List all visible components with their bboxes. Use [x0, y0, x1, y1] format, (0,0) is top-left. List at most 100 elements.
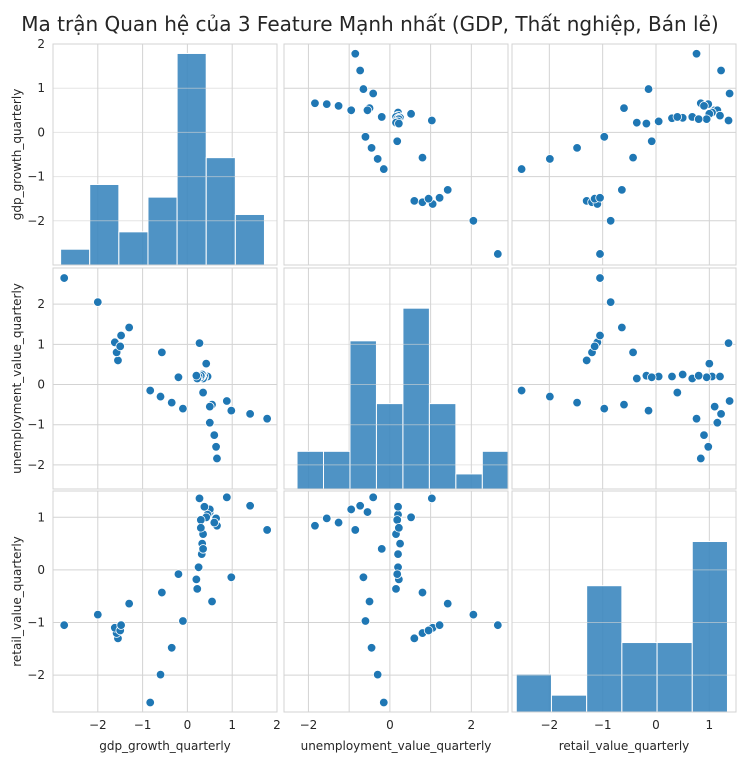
scatter-point [493, 249, 503, 259]
scatter-point [724, 88, 735, 99]
scatter-point [124, 598, 134, 609]
x-axis-label: gdp_growth_quarterly [99, 739, 231, 753]
scatter-point [605, 216, 616, 226]
scatter-point [672, 112, 683, 122]
x-tick-label: 2 [273, 718, 281, 732]
histogram-bar [691, 541, 728, 713]
scatter-point [701, 372, 712, 382]
scatter-point [362, 105, 373, 116]
scatter-point [322, 513, 332, 524]
scatter-point [516, 164, 527, 174]
scatter-point [392, 136, 402, 146]
scatter-point [358, 84, 369, 94]
scatter-point [245, 501, 255, 511]
scatter-point [322, 99, 332, 109]
y-tick-label: 0 [37, 563, 45, 577]
scatter-point [205, 401, 215, 412]
scatter-point [360, 132, 371, 142]
scatter-point [712, 418, 723, 428]
panel-unemp-vs-unemp [283, 267, 510, 490]
scatter-point [628, 347, 638, 358]
scatter-point [724, 396, 735, 406]
scatter-point [703, 442, 713, 452]
y-axis-label: retail_value_quarterly [10, 536, 24, 667]
scatter-point [667, 371, 677, 382]
scatter-point [226, 405, 237, 416]
scatter-point [116, 330, 126, 341]
scatter-point [346, 504, 356, 515]
scatter-point [333, 101, 344, 111]
axis-labels: −2−1012gdp_growth_quarterly−2−1012unempl… [10, 37, 713, 753]
scatter-point [409, 633, 420, 644]
scatter-point [617, 322, 627, 333]
scatter-point [362, 507, 373, 517]
histogram-bar [147, 196, 178, 266]
scatter-point [406, 512, 416, 523]
scatter-point [723, 338, 734, 348]
panel-unemp-vs-gdp [52, 267, 278, 490]
scatter-point [595, 330, 605, 341]
histogram-bar [234, 213, 265, 266]
scatter-point [167, 643, 177, 653]
scatter-point [693, 114, 704, 124]
scatter-point [262, 525, 272, 535]
scatter-point [155, 391, 166, 402]
scatter-point [346, 105, 356, 116]
y-tick-label: 2 [37, 37, 45, 51]
scatter-point [572, 143, 582, 153]
scatter-point [355, 501, 365, 511]
scatter-point [145, 697, 155, 708]
y-tick-label: 2 [37, 297, 45, 311]
scatter-point [628, 152, 638, 163]
scatter-point [157, 587, 167, 598]
scatter-point [205, 418, 215, 428]
scatter-point [167, 397, 177, 408]
panel-frame [283, 267, 509, 490]
scatter-point [207, 596, 217, 607]
x-tick-label: −1 [594, 718, 612, 732]
panel-retail-vs-gdp [52, 490, 278, 713]
scatter-point [350, 49, 360, 59]
scatter-point [212, 453, 222, 464]
scatter-point [701, 114, 712, 124]
y-tick-label: −1 [27, 616, 45, 630]
panel-retail-vs-unemp [283, 490, 509, 713]
histogram-bar [205, 157, 236, 266]
panel-background [53, 491, 277, 712]
scatter-point [113, 355, 123, 366]
scatter-point [209, 517, 219, 528]
histogram-bar [481, 450, 510, 490]
scatter-point [93, 609, 103, 620]
scatter-point [493, 620, 503, 630]
scatter-point [647, 372, 657, 382]
panel-retail-vs-retail [511, 490, 737, 713]
scatter-point [116, 620, 126, 630]
scatter-point [572, 397, 582, 408]
scatter-point [394, 118, 404, 129]
scatter-point [173, 569, 184, 579]
scatter-point [704, 358, 715, 369]
scatter-point [178, 616, 188, 626]
x-axis-label: unemployment_value_quarterly [301, 739, 492, 753]
x-tick-label: −2 [300, 718, 318, 732]
x-tick-label: −2 [540, 718, 558, 732]
histogram-bar [296, 450, 325, 490]
scatter-point [372, 154, 383, 164]
scatter-point [619, 399, 629, 410]
scatter-point [632, 117, 642, 128]
scatter-point [194, 338, 205, 348]
scatter-point [201, 358, 211, 369]
panel-background [512, 44, 736, 265]
scatter-point [155, 669, 166, 680]
histogram-bar [621, 642, 658, 713]
scatter-point [173, 372, 184, 382]
scatter-point [632, 373, 642, 384]
scatter-point [643, 84, 654, 94]
scatter-point [366, 643, 377, 653]
scatter-point [417, 587, 428, 598]
scatter-point [262, 413, 272, 424]
scatter-point [193, 562, 204, 572]
y-tick-label: 0 [37, 378, 45, 392]
y-tick-label: 1 [37, 337, 45, 351]
y-tick-label: −1 [27, 418, 45, 432]
